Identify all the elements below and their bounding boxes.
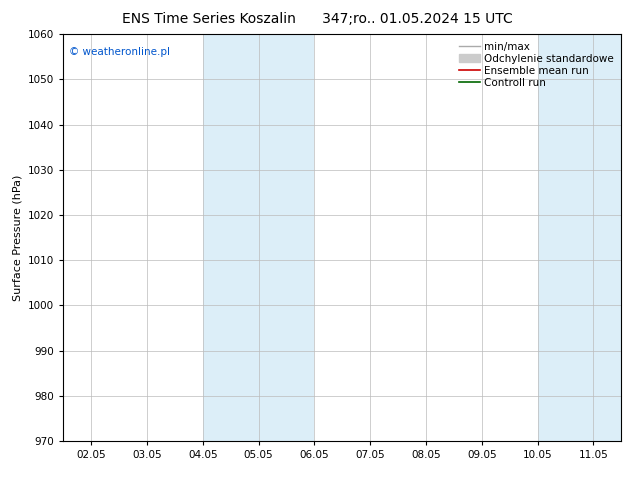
Bar	[203, 34, 314, 441]
Text: © weatheronline.pl: © weatheronline.pl	[69, 47, 170, 56]
Y-axis label: Surface Pressure (hPa): Surface Pressure (hPa)	[13, 174, 23, 301]
Legend: min/max, Odchylenie standardowe, Ensemble mean run, Controll run: min/max, Odchylenie standardowe, Ensembl…	[455, 37, 618, 92]
Text: ENS Time Series Koszalin      347;ro.. 01.05.2024 15 UTC: ENS Time Series Koszalin 347;ro.. 01.05.…	[122, 12, 512, 26]
Bar	[538, 34, 621, 441]
